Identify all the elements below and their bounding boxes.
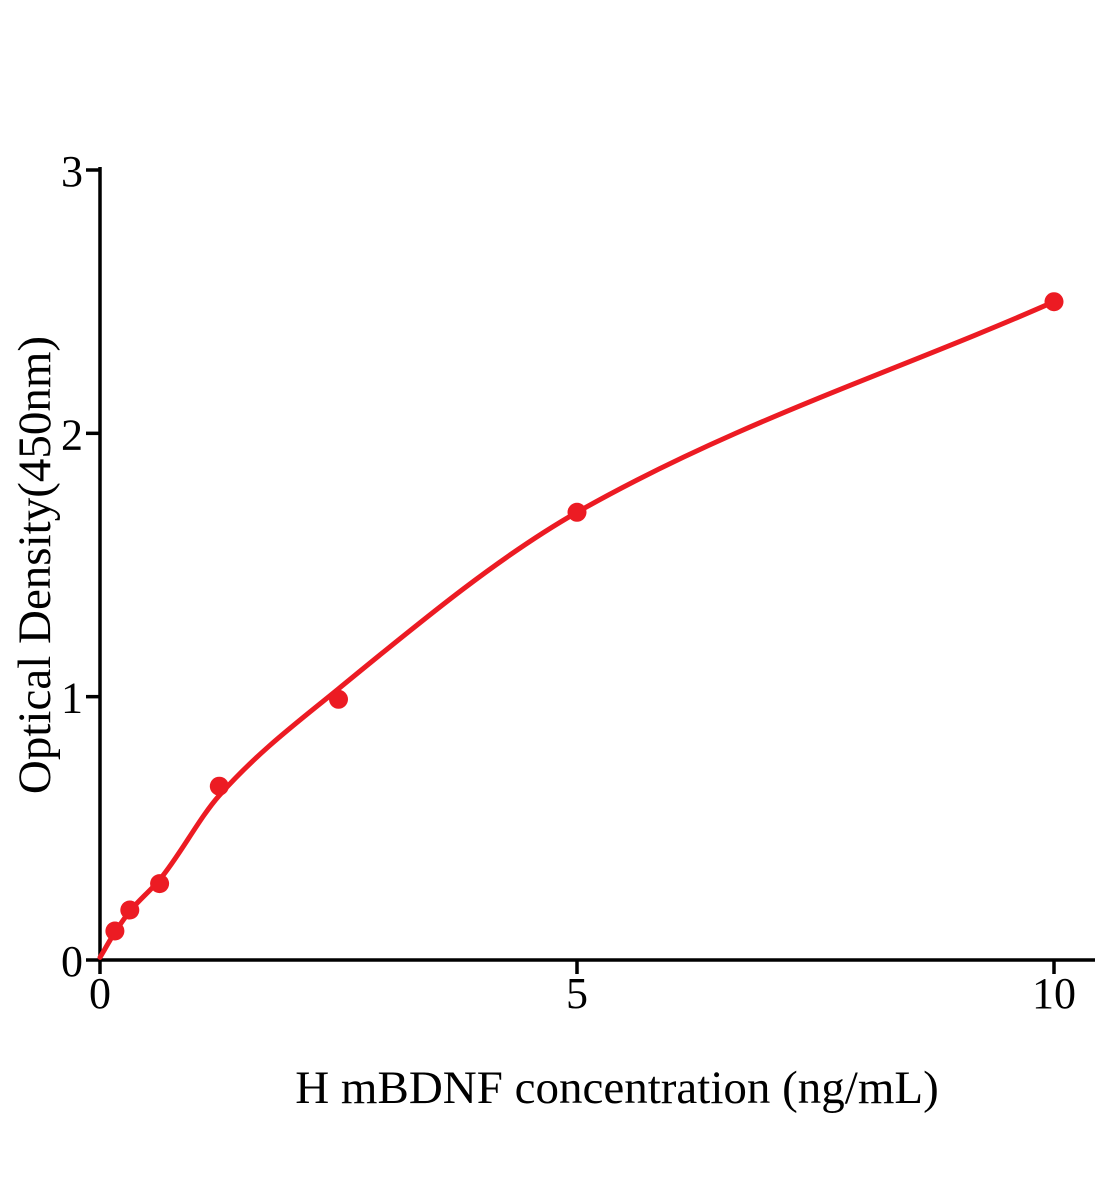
data-points — [105, 292, 1064, 941]
x-tick-label: 10 — [1032, 969, 1076, 1018]
data-point — [209, 776, 229, 796]
data-point — [120, 900, 140, 920]
axis-ticks — [86, 168, 1056, 974]
x-axis-title: H mBDNF concentration (ng/mL) — [295, 1062, 939, 1114]
axes — [98, 167, 1095, 962]
data-point — [567, 502, 587, 522]
data-point — [150, 874, 170, 894]
axis-tick-labels: 0 5 10 0 1 2 3 — [61, 147, 1076, 1018]
y-tick-label: 3 — [61, 147, 83, 196]
data-point — [329, 689, 348, 709]
data-point — [105, 921, 125, 941]
data-point — [1044, 292, 1064, 312]
y-tick-label: 2 — [61, 410, 83, 459]
fit-curve-line — [97, 299, 1057, 960]
y-axis-title: Optical Density(450nm) — [9, 336, 61, 794]
y-tick-label: 0 — [61, 937, 83, 986]
y-tick-label: 1 — [61, 674, 83, 723]
x-tick-label: 5 — [566, 969, 588, 1018]
x-tick-label: 0 — [89, 969, 111, 1018]
